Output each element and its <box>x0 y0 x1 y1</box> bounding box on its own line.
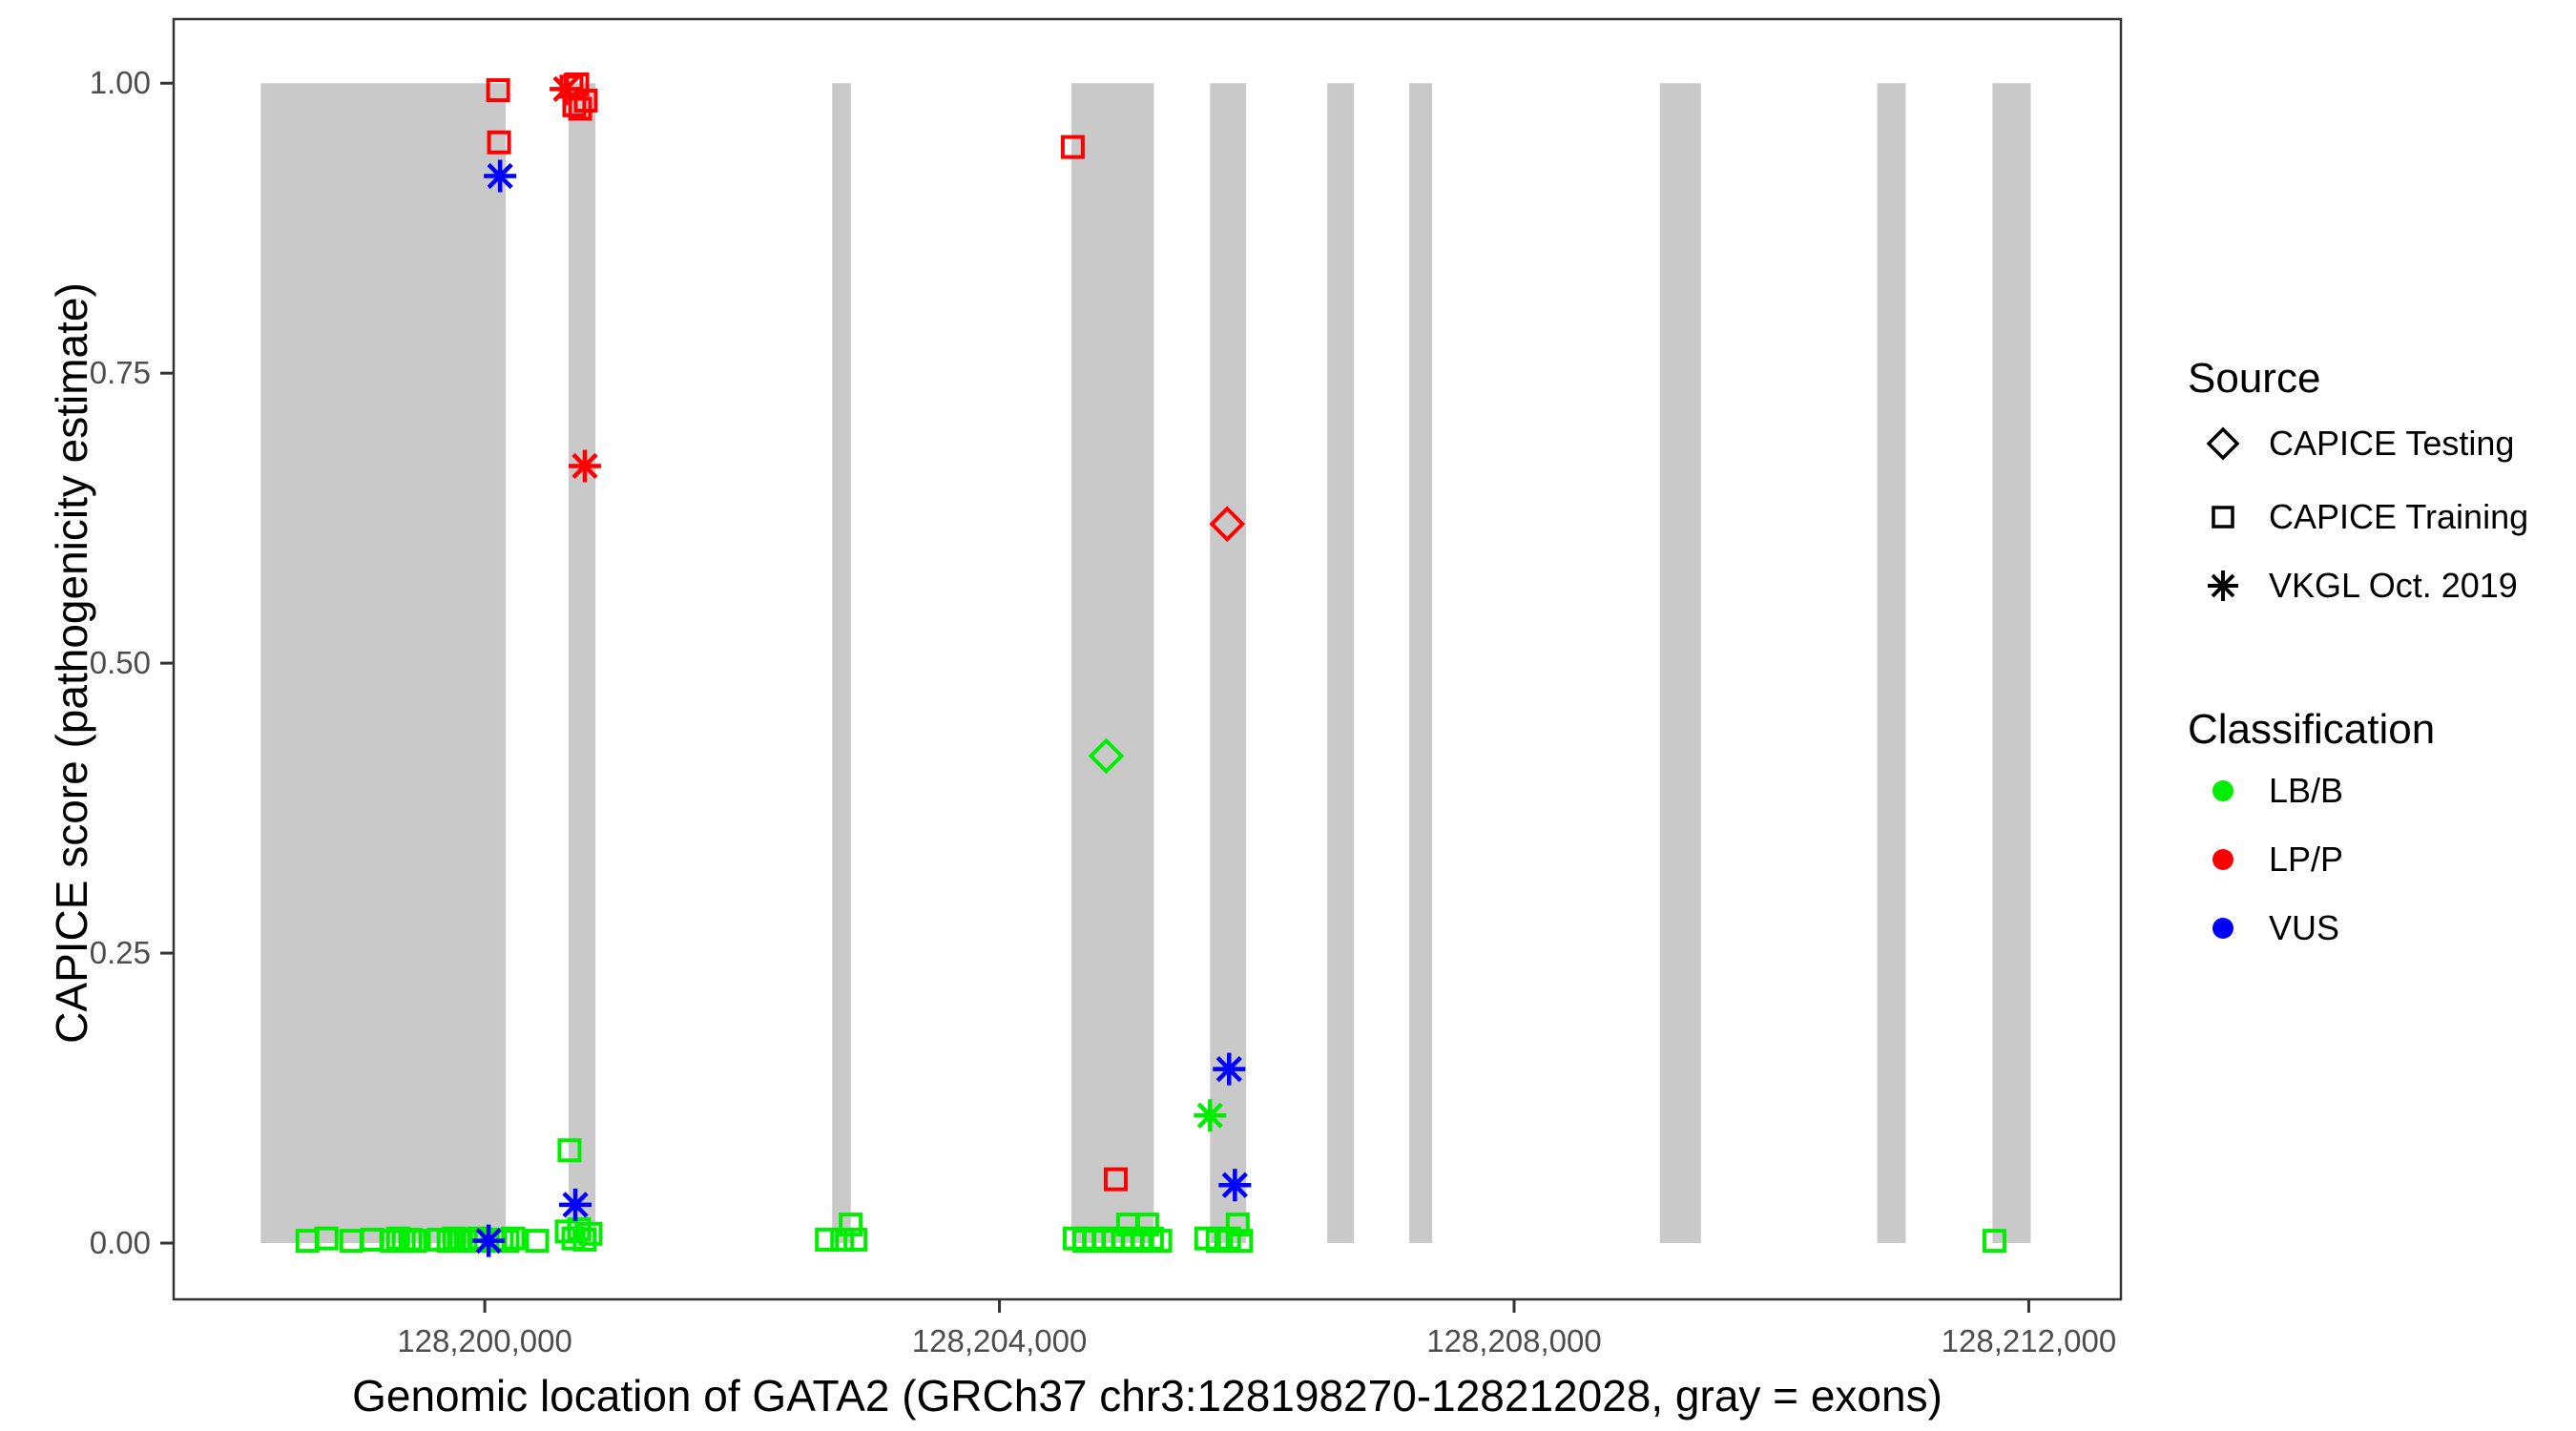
data-point <box>557 1138 582 1163</box>
legend-item-capice-training: CAPICE Training <box>2198 490 2528 544</box>
data-point <box>472 1224 506 1257</box>
legend-item-label: LB/B <box>2269 771 2344 810</box>
x-tick-label: 128,200,000 <box>397 1323 572 1358</box>
data-point <box>484 159 517 193</box>
x-tick-label: 128,204,000 <box>912 1323 1088 1358</box>
lpp-dot-icon <box>2212 849 2233 870</box>
exon-band <box>1210 83 1247 1244</box>
exon-band <box>832 83 851 1244</box>
data-point <box>1213 1052 1246 1086</box>
data-point <box>1103 1167 1128 1192</box>
exon-band <box>1877 83 1906 1244</box>
legend-item-label: VKGL Oct. 2019 <box>2269 566 2518 605</box>
data-point <box>559 1188 592 1221</box>
data-point <box>314 1226 339 1251</box>
diamond-icon <box>2206 426 2240 461</box>
data-point <box>1134 1213 1159 1237</box>
data-point <box>1982 1229 2006 1254</box>
data-point <box>572 1227 597 1252</box>
data-point <box>487 130 511 155</box>
y-axis-title: CAPICE score (pathogenicity estimate) <box>47 282 96 1044</box>
data-point <box>815 1227 840 1252</box>
data-point <box>569 449 602 483</box>
exon-band <box>1992 83 2031 1244</box>
legend-item-label: LP/P <box>2269 840 2344 879</box>
exon-band <box>1409 83 1433 1244</box>
x-tick-label: 128,208,000 <box>1426 1323 1602 1358</box>
legend-item-label: CAPICE Training <box>2269 497 2529 536</box>
exon-band <box>1659 83 1701 1244</box>
x-tick-label: 128,212,000 <box>1942 1323 2117 1358</box>
vus-dot-icon <box>2212 918 2233 939</box>
y-tick-label: 0.50 <box>90 645 151 680</box>
exon-band <box>1327 83 1355 1244</box>
legend-source-title: Source <box>2188 355 2321 402</box>
data-point <box>1209 506 1246 543</box>
square-icon <box>2212 506 2234 529</box>
asterisk-icon <box>2208 570 2238 601</box>
y-tick-label: 0.25 <box>90 935 151 970</box>
data-point <box>839 1213 863 1237</box>
data-point <box>436 1229 461 1254</box>
legend-item-label: CAPICE Testing <box>2269 424 2515 463</box>
data-point <box>578 1221 603 1246</box>
legend-item-vkgl: VKGL Oct. 2019 <box>2198 559 2518 612</box>
data-point <box>525 1229 550 1254</box>
data-point <box>1088 737 1125 775</box>
legend-item-label: VUS <box>2269 908 2340 947</box>
data-point <box>843 1227 868 1252</box>
data-point <box>1218 1169 1252 1202</box>
y-tick-label: 1.00 <box>90 65 151 100</box>
data-point <box>486 78 510 103</box>
exon-band <box>1071 83 1154 1244</box>
y-tick-label: 0.75 <box>90 355 151 390</box>
data-point <box>1148 1229 1173 1254</box>
data-point <box>501 1226 526 1251</box>
y-tick-label: 0.00 <box>90 1225 151 1260</box>
legend-item-lbb: LB/B <box>2198 764 2343 818</box>
exon-band <box>260 83 507 1244</box>
legend-classification-title: Classification <box>2188 706 2436 753</box>
exon-band <box>569 83 596 1244</box>
data-point <box>385 1226 410 1251</box>
lbb-dot-icon <box>2212 780 2233 801</box>
data-point <box>1194 1099 1227 1132</box>
x-axis-title: Genomic location of GATA2 (GRCh37 chr3:1… <box>352 1371 1942 1421</box>
data-point <box>1225 1213 1250 1237</box>
data-point <box>550 73 583 106</box>
data-point <box>1060 135 1085 159</box>
panel-border <box>172 17 2123 1301</box>
data-point <box>1229 1229 1254 1254</box>
data-point <box>403 1229 427 1254</box>
legend-item-capice-testing: CAPICE Testing <box>2198 417 2514 470</box>
legend-item-lpp: LP/P <box>2198 833 2343 886</box>
legend-item-vus: VUS <box>2198 902 2339 955</box>
